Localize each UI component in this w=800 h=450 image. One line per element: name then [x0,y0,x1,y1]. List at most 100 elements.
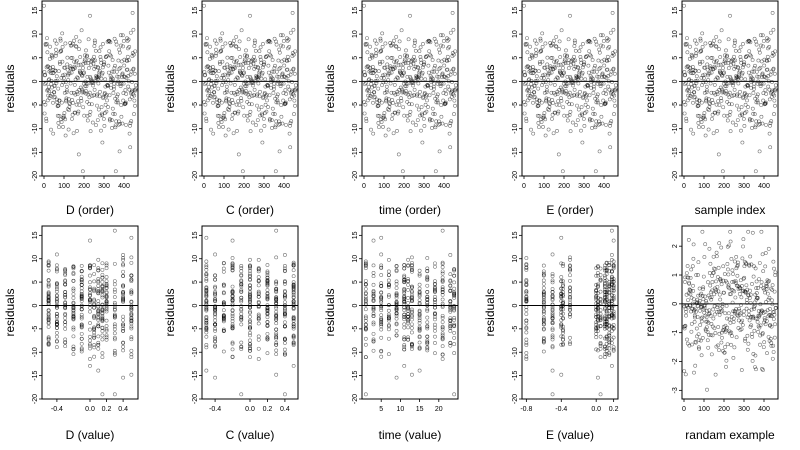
data-point [596,270,600,275]
data-point [555,75,560,80]
data-point [757,277,761,282]
data-point [428,40,433,45]
data-point [555,128,559,133]
data-point [523,82,527,87]
data-point [736,81,741,86]
data-point [726,311,731,316]
data-point [424,54,429,58]
data-point [750,359,755,363]
data-point [588,40,593,45]
plot-frame [41,0,139,177]
data-point [761,98,766,103]
data-point [96,291,101,295]
data-point [734,266,739,271]
data-point [737,306,741,311]
data-point [124,76,129,80]
data-point [766,246,771,251]
data-point [221,80,226,85]
data-point [252,38,257,43]
data-point [91,58,96,63]
data-point [221,282,226,287]
data-point [390,55,395,60]
data-point [96,304,101,309]
data-point [207,89,211,94]
data-point [403,88,408,93]
data-point [220,59,225,64]
x-tick-label: 200 [78,183,90,190]
data-point [709,70,714,75]
data-point [433,282,437,287]
data-point [708,261,713,266]
y-tick-label: -15 [512,370,519,380]
data-point [769,69,774,74]
data-point [71,352,76,357]
data-point [557,103,562,107]
data-point [444,67,449,72]
data-point [595,98,600,103]
data-point [708,81,713,86]
data-point [593,125,598,130]
data-point [742,275,747,280]
data-point [283,294,287,299]
data-point [700,59,705,64]
data-point [594,347,599,352]
data-point [71,266,76,271]
data-point [410,344,414,349]
data-point [97,94,102,99]
plot-frame [361,225,459,400]
data-point [545,88,549,93]
data-point [394,301,399,306]
data-point [232,38,236,43]
x-tick-label: 300 [738,406,750,413]
data-point [593,169,598,174]
data-point [100,261,105,266]
data-point [728,239,733,244]
data-point [272,66,277,70]
data-point [767,45,772,49]
data-point [417,324,422,329]
data-point [394,333,399,338]
data-point [123,100,128,105]
y-tick-label: -20 [352,171,359,181]
x-tick-label: 0.2 [609,406,619,413]
data-point [115,94,119,99]
data-point [291,335,296,340]
data-point [561,307,565,312]
data-point [96,324,101,329]
data-point [683,82,687,87]
data-point [228,81,233,86]
data-point [70,112,75,117]
data-point [223,80,228,85]
data-point [92,316,97,320]
data-point [391,100,395,105]
data-point [223,65,227,70]
data-point [524,299,529,303]
data-point [453,49,458,54]
data-point [383,41,388,46]
data-point [433,302,437,307]
data-point [590,58,595,62]
data-point [607,346,612,351]
data-point [599,103,604,107]
plot-frame [361,0,459,177]
data-point [265,293,270,298]
data-point [283,269,287,274]
data-point [686,298,690,302]
data-point [49,127,53,132]
data-point [433,351,437,356]
data-point [121,348,126,353]
data-point [524,357,529,361]
data-point [121,375,126,380]
data-point [108,118,112,123]
data-point [426,70,431,75]
data-point [700,44,705,49]
data-point [239,266,244,271]
data-point [599,81,604,86]
data-point [705,62,710,67]
data-point [286,37,291,42]
data-point [532,90,537,95]
data-point [408,129,413,134]
data-point [749,118,754,123]
data-point [595,81,600,86]
data-point [734,307,738,312]
